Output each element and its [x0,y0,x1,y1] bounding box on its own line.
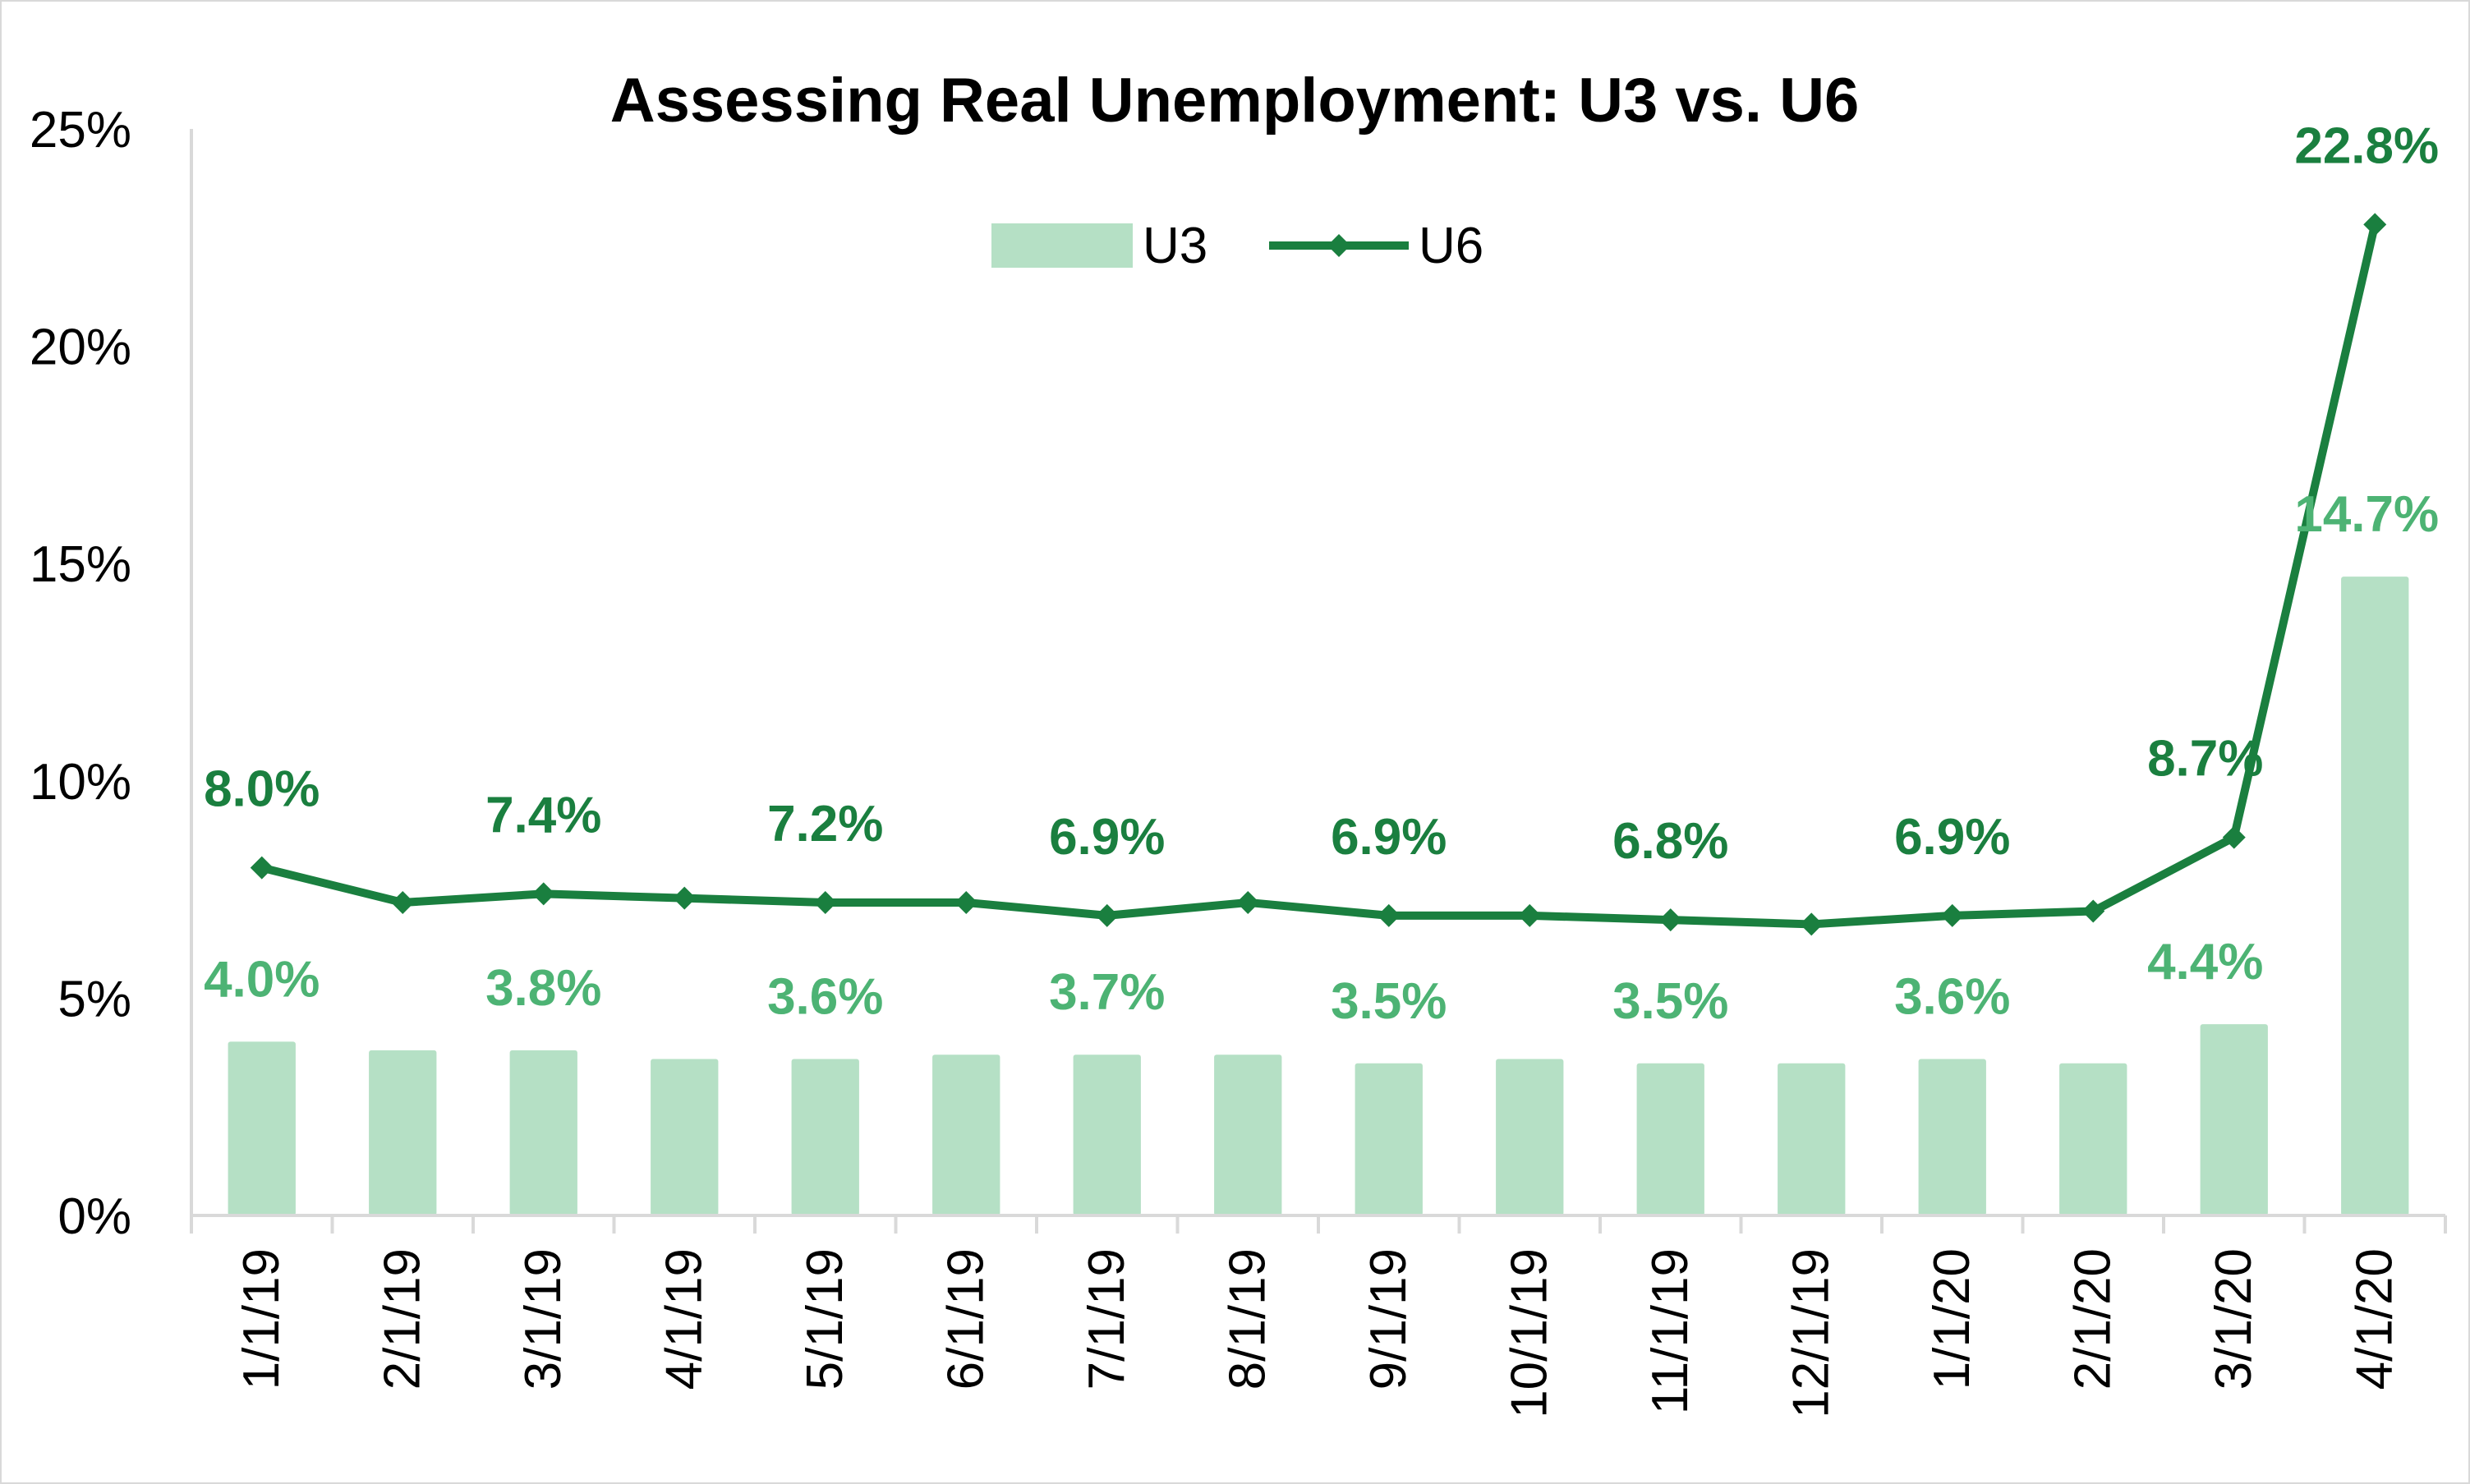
u3-data-label: 3.6% [1894,968,2010,1025]
x-tick-label: 9/1/19 [1360,1248,1417,1390]
u3-data-label: 3.5% [1331,973,1447,1030]
x-tick-label: 3/1/19 [515,1248,572,1390]
x-tick-label: 11/1/19 [1642,1248,1699,1414]
x-tick-label: 1/1/20 [1924,1248,1980,1390]
u6-point-marker [2222,825,2246,849]
u6-data-label: 6.9% [1894,809,2010,866]
u3-data-label: 3.6% [767,968,883,1025]
y-tick-label: 25% [30,102,131,159]
y-tick-label: 15% [30,536,131,593]
legend-swatch-u6-marker [1327,234,1350,257]
u3-data-label: 4.4% [2147,934,2263,990]
u6-point-marker [813,890,837,914]
u3-bar [1355,1063,1423,1215]
u3-bars [228,577,2409,1215]
x-tick-label: 10/1/19 [1501,1248,1557,1418]
u3-data-label: 3.5% [1612,973,1728,1030]
u3-bar [1918,1059,1986,1215]
x-tick-label: 12/1/19 [1782,1248,1839,1418]
u6-point-marker [1518,903,1542,927]
legend-label-u6: U6 [1419,218,1483,274]
u3-bar [2059,1063,2127,1215]
u6-data-label: 7.4% [485,787,601,843]
legend: U3 U6 [991,218,1483,274]
y-axis: 0% 5% 10% 15% 20% 25% [30,102,193,1245]
u6-point-marker [1800,912,1824,936]
y-tick-label: 5% [57,971,131,1027]
chart-title: Assessing Real Unemployment: U3 vs. U6 [610,66,1860,136]
u3-bar [1073,1054,1141,1215]
u3-bar [1496,1059,1564,1215]
u6-data-label: 6.9% [1331,809,1447,866]
u6-point-marker [1377,903,1401,927]
y-tick-label: 20% [30,319,131,376]
x-tick-label: 7/1/19 [1079,1248,1135,1390]
u3-bar [2341,577,2409,1215]
x-axis: 1/1/19 2/1/19 3/1/19 4/1/19 5/1/19 6/1/19 7/1/… [190,1214,2447,1418]
u6-point-marker [2081,899,2105,923]
u3-bar [1778,1063,1846,1215]
u3-bar [369,1050,437,1215]
x-tick-label: 1/1/19 [233,1248,290,1390]
u3-data-label: 14.7% [2294,486,2439,543]
x-tick-label: 2/1/19 [374,1248,430,1390]
u3-data-label: 3.7% [1049,964,1165,1021]
x-tick-label: 4/1/20 [2346,1248,2403,1390]
x-tick-label: 2/1/20 [2064,1248,2121,1390]
x-tick-label: 6/1/19 [937,1248,994,1390]
u3-bar [509,1050,577,1215]
u3-bar [932,1054,1000,1215]
u6-point-marker [1658,908,1682,932]
u6-line [260,223,2380,929]
u3-bar [1636,1063,1704,1215]
u3-data-label: 3.8% [485,960,601,1017]
u6-point-marker [2363,213,2387,237]
u6-data-label: 7.2% [767,796,883,852]
u3-bar [2200,1024,2268,1215]
y-tick-label: 10% [30,754,131,811]
x-tick-label: 5/1/19 [797,1248,853,1390]
u6-line-series [250,213,2387,936]
x-tick-label: 8/1/19 [1219,1248,1276,1390]
legend-label-u3: U3 [1143,218,1207,274]
u6-data-label: 6.8% [1612,813,1728,870]
y-tick-label: 0% [57,1188,131,1245]
u3-bar [791,1059,859,1215]
x-tick-label: 4/1/19 [655,1248,712,1390]
x-tick-label: 3/1/20 [2206,1248,2262,1390]
u3-bar [651,1059,719,1215]
u6-data-label: 8.7% [2147,731,2263,788]
u6-point-marker [391,890,415,914]
data-labels: 8.0% 7.4% 7.2% 6.9% 6.9% 6.8% 6.9% 8.7% 22.8% 4.0… [204,117,2439,1029]
u3-bar [1214,1054,1282,1215]
u6-point-marker [1940,903,1964,927]
u6-data-label: 22.8% [2294,117,2439,174]
u6-data-label: 8.0% [204,761,320,818]
u6-point-marker [954,890,978,914]
u6-point-marker [673,886,697,910]
u6-point-marker [1095,903,1119,927]
u6-point-marker [250,856,274,880]
u6-point-marker [1236,890,1260,914]
u3-data-label: 4.0% [204,951,320,1008]
u3-bar [228,1041,296,1215]
u6-data-label: 6.9% [1049,809,1165,866]
legend-swatch-u3 [991,223,1133,268]
u6-point-marker [531,882,555,906]
